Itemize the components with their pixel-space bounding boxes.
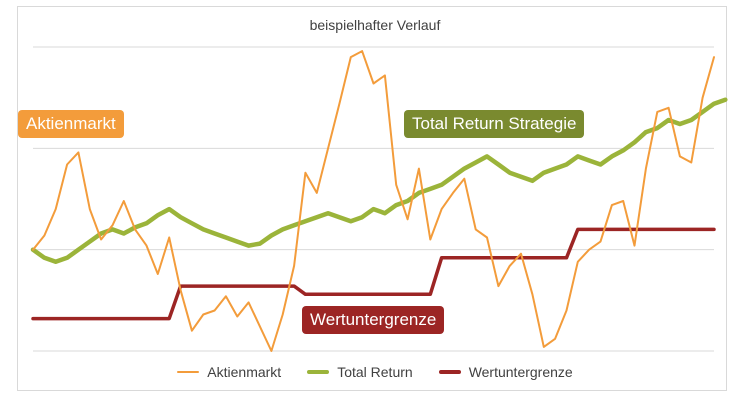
legend-swatch-wertuntergrenze xyxy=(438,370,461,374)
series-line-total-return xyxy=(30,97,728,265)
legend-item-wertuntergrenze: Wertuntergrenze xyxy=(438,364,573,380)
legend-label-wertuntergrenze: Wertuntergrenze xyxy=(468,364,573,380)
series-line-aktienmarkt xyxy=(32,50,715,352)
legend-label-total-return: Total Return xyxy=(337,364,413,380)
chart-title: beispielhafter Verlauf xyxy=(309,17,441,33)
callout-aktienmarkt: Aktienmarkt xyxy=(18,110,124,138)
legend-label-aktienmarkt: Aktienmarkt xyxy=(207,364,282,380)
legend-swatch-total-return xyxy=(307,370,330,374)
legend-item-total-return: Total Return xyxy=(307,364,413,380)
callout-total-return-strategie: Total Return Strategie xyxy=(404,110,585,138)
legend: Aktienmarkt Total Return Wertuntergrenze xyxy=(0,362,750,382)
legend-item-aktienmarkt: Aktienmarkt xyxy=(177,364,281,380)
callout-wertuntergrenze: Wertuntergrenze xyxy=(302,306,445,334)
legend-swatch-aktienmarkt xyxy=(177,371,200,373)
series-line-wertuntergrenze xyxy=(31,227,716,321)
